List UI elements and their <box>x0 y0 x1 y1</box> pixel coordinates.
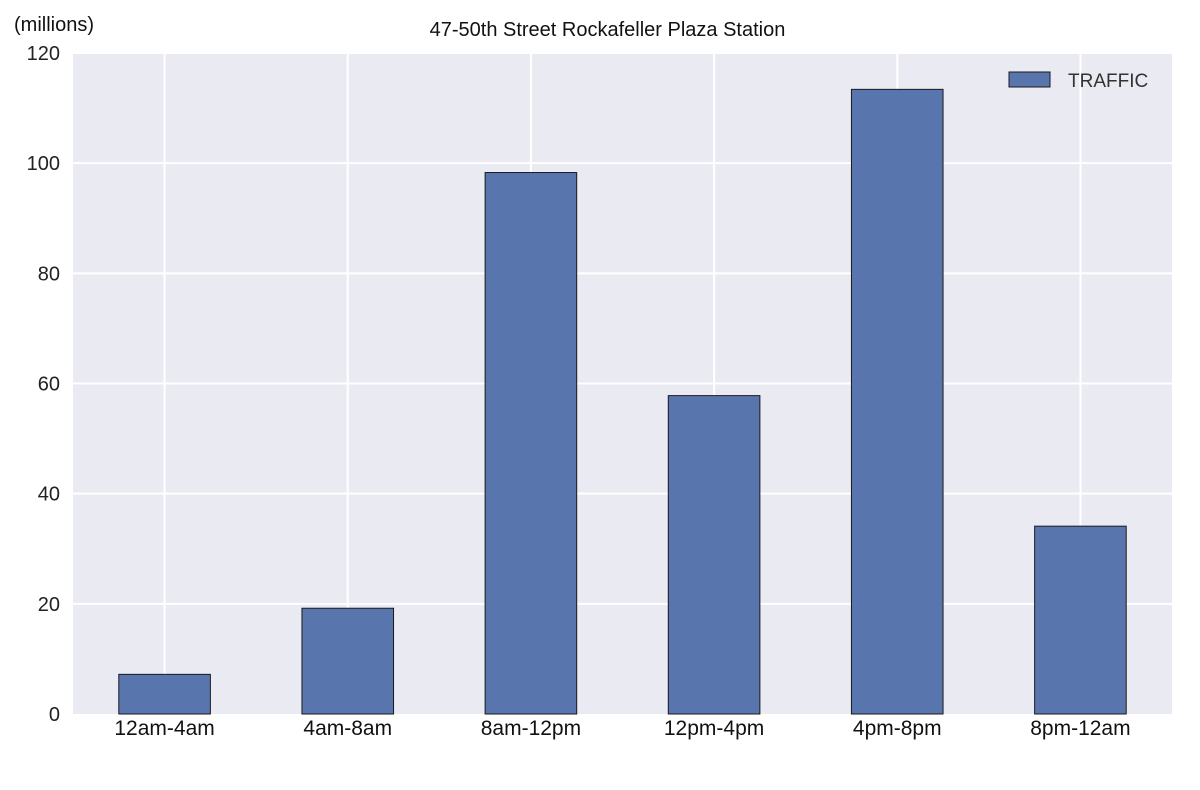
bar-4am-8am <box>301 607 395 715</box>
y-axis-label: (millions) <box>14 14 94 36</box>
bar-8pm-12am <box>1034 525 1127 715</box>
x-tick-label: 12pm-4pm <box>664 717 764 740</box>
x-tick-label: 8am-12pm <box>481 717 581 740</box>
bars <box>118 88 1127 715</box>
x-tick-label: 8pm-12am <box>1030 717 1130 740</box>
y-tick-label: 100 <box>27 153 60 175</box>
x-tick-label: 4am-8am <box>303 717 392 740</box>
y-tick-label: 20 <box>38 594 60 616</box>
y-tick-label: 0 <box>49 704 60 726</box>
legend-label-traffic: TRAFFIC <box>1068 71 1148 92</box>
x-tick-label: 12am-4am <box>114 717 214 740</box>
legend: TRAFFIC <box>1008 71 1148 92</box>
bar-8am-12pm <box>484 172 578 715</box>
y-tick-label: 80 <box>38 263 60 285</box>
y-tick-label: 40 <box>38 484 60 506</box>
y-tick-label: 60 <box>38 374 60 396</box>
bar-12am-4am <box>118 673 211 715</box>
x-tick-label: 4pm-8pm <box>853 717 942 740</box>
x-axis-ticks: 12am-4am 4am-8am 8am-12pm 12pm-4pm 4pm-8pm 8p… <box>114 717 1130 740</box>
bar-4pm-8pm <box>850 88 944 715</box>
bar-12pm-4pm <box>667 395 761 715</box>
y-tick-label: 120 <box>27 43 60 65</box>
y-axis-ticks: 0 20 40 60 80 100 120 <box>27 43 60 726</box>
legend-swatch <box>1008 71 1051 88</box>
chart-title: 47-50th Street Rockafeller Plaza Station <box>430 19 786 41</box>
